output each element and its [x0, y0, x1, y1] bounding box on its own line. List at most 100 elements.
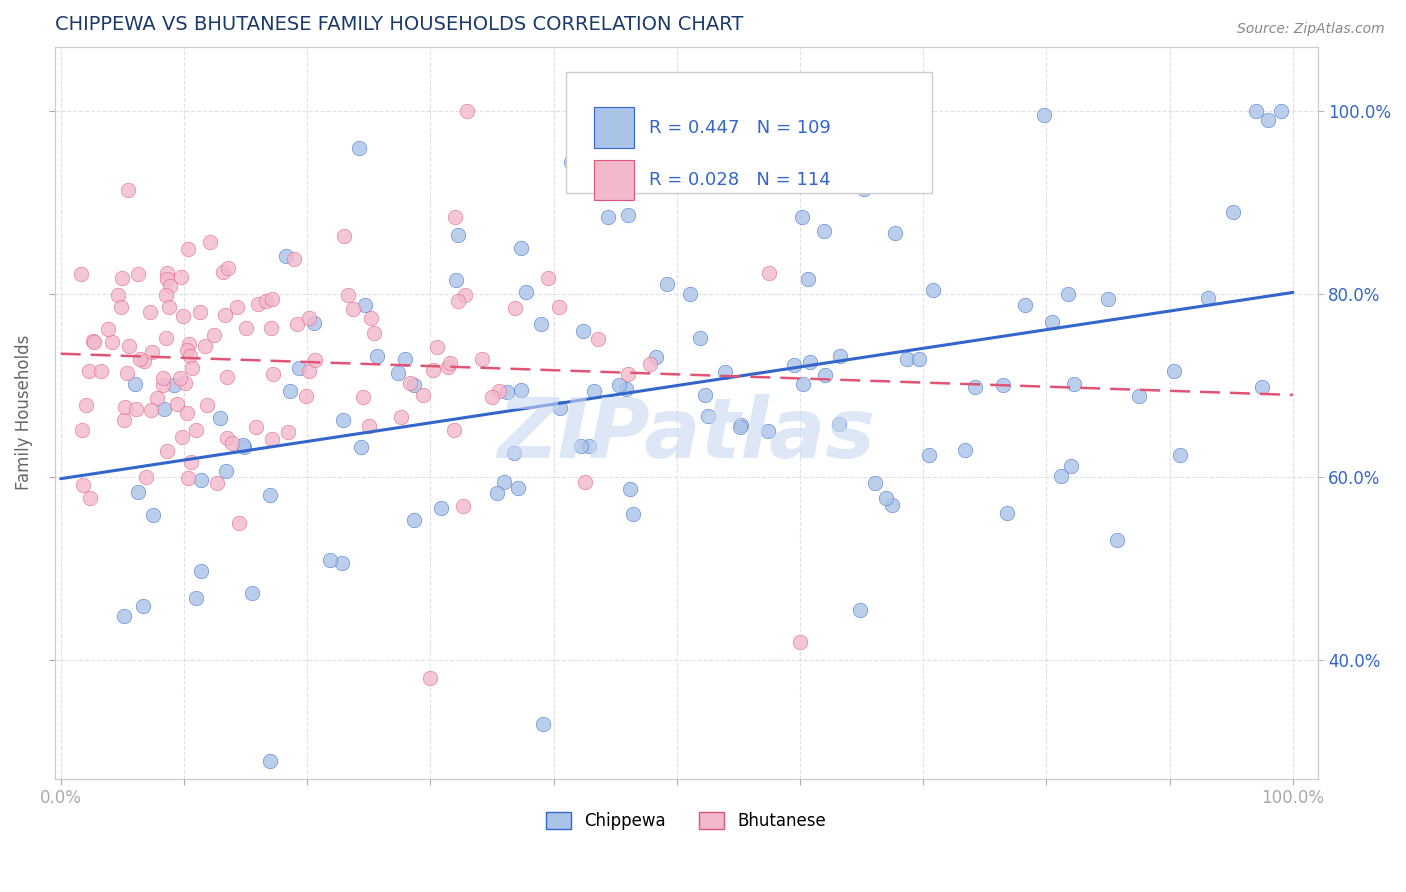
Point: [209, 411, 232, 425]
Point: [190, 564, 212, 578]
Point: [1107, 533, 1129, 547]
Point: [896, 351, 918, 366]
Point: [609, 378, 631, 392]
FancyBboxPatch shape: [567, 72, 932, 193]
Point: [693, 387, 716, 401]
Point: [619, 483, 641, 497]
Point: [190, 473, 212, 487]
Point: [330, 556, 353, 570]
Point: [730, 420, 752, 434]
Point: [638, 357, 661, 371]
Point: [294, 389, 316, 403]
Point: [883, 227, 905, 241]
Point: [849, 603, 872, 617]
Point: [582, 384, 605, 399]
Point: [173, 376, 195, 390]
Point: [443, 423, 465, 437]
Point: [112, 609, 135, 624]
Point: [117, 183, 139, 197]
Point: [756, 424, 779, 438]
Point: [863, 476, 886, 491]
Point: [453, 500, 475, 514]
Point: [125, 402, 148, 417]
Point: [194, 338, 217, 352]
Point: [332, 413, 354, 427]
Point: [211, 265, 233, 279]
Point: [439, 356, 461, 370]
Point: [492, 475, 515, 489]
Point: [114, 400, 136, 414]
Point: [768, 134, 790, 148]
Point: [156, 272, 179, 286]
Point: [530, 317, 553, 331]
Point: [447, 227, 470, 242]
Point: [141, 345, 163, 359]
Point: [188, 305, 211, 319]
Point: [69, 268, 91, 282]
Point: [200, 235, 222, 250]
Point: [70, 423, 93, 437]
Point: [509, 241, 531, 255]
Point: [813, 223, 835, 237]
Point: [354, 298, 377, 312]
Point: [97, 322, 120, 336]
Point: [127, 485, 149, 500]
Point: [471, 352, 494, 367]
Point: [215, 464, 238, 478]
Point: [278, 384, 301, 399]
Point: [101, 334, 124, 349]
Point: [422, 363, 444, 377]
Point: [1244, 103, 1267, 118]
Point: [260, 432, 283, 446]
Y-axis label: Family Households: Family Households: [15, 335, 32, 491]
Point: [616, 209, 638, 223]
Point: [1097, 292, 1119, 306]
Point: [82, 334, 104, 348]
Point: [437, 359, 460, 374]
Point: [1063, 376, 1085, 391]
Point: [797, 272, 820, 286]
Point: [153, 401, 176, 416]
FancyBboxPatch shape: [593, 107, 634, 148]
Point: [1257, 112, 1279, 127]
Point: [186, 591, 208, 605]
FancyBboxPatch shape: [593, 161, 634, 201]
Point: [548, 401, 571, 416]
Text: Source: ZipAtlas.com: Source: ZipAtlas.com: [1237, 22, 1385, 37]
Point: [288, 361, 311, 376]
Point: [506, 481, 529, 495]
Point: [77, 364, 100, 378]
Point: [302, 316, 325, 330]
Point: [398, 376, 420, 390]
Point: [758, 266, 780, 280]
Point: [112, 412, 135, 426]
Point: [283, 252, 305, 266]
Point: [569, 439, 592, 453]
Point: [509, 384, 531, 398]
Point: [163, 377, 186, 392]
Point: [117, 366, 139, 380]
Point: [1040, 315, 1063, 329]
Point: [180, 455, 202, 469]
Point: [799, 355, 821, 369]
Point: [1128, 389, 1150, 403]
Point: [304, 352, 326, 367]
Point: [240, 586, 263, 600]
Point: [696, 409, 718, 424]
Point: [107, 288, 129, 302]
Point: [132, 599, 155, 614]
Point: [195, 398, 218, 412]
Point: [614, 382, 637, 396]
Point: [166, 397, 188, 411]
Point: [1057, 287, 1080, 301]
Point: [347, 141, 370, 155]
Point: [75, 398, 97, 412]
Point: [402, 513, 425, 527]
Point: [157, 300, 180, 314]
Point: [132, 354, 155, 368]
Point: [110, 300, 132, 314]
Point: [578, 440, 600, 454]
Point: [172, 309, 194, 323]
Point: [908, 352, 931, 367]
Point: [233, 440, 256, 454]
